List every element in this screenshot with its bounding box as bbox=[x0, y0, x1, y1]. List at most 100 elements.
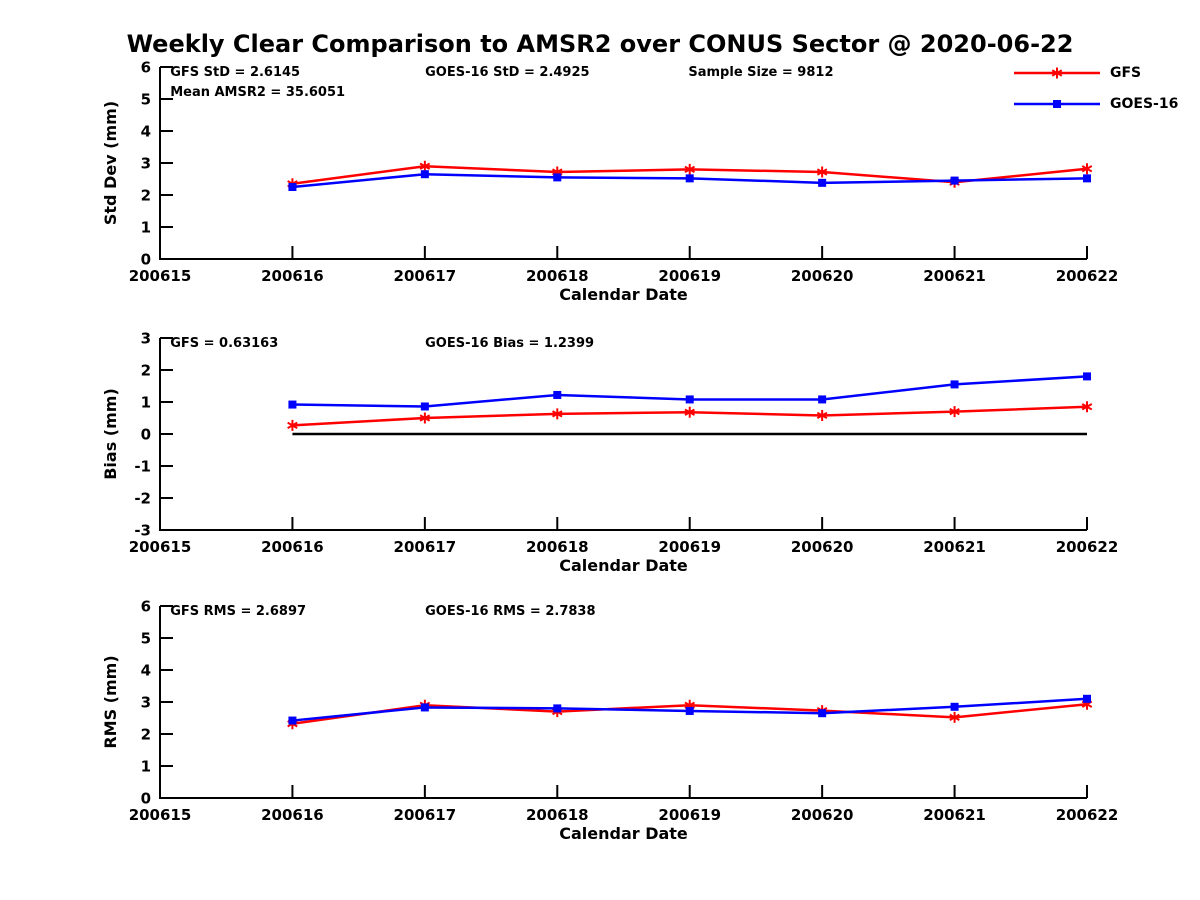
x-tick-label: 200620 bbox=[791, 806, 854, 824]
legend-marker-goes-16 bbox=[1053, 100, 1061, 108]
stat-annotation: Mean AMSR2 = 35.6051 bbox=[170, 85, 345, 100]
y-tick-label: 0 bbox=[141, 251, 151, 269]
y-tick-label: 2 bbox=[141, 187, 151, 205]
stat-annotation: GOES-16 StD = 2.4925 bbox=[425, 65, 589, 80]
stat-annotation: GOES-16 Bias = 1.2399 bbox=[425, 336, 594, 351]
legend-marker-gfs bbox=[1051, 67, 1063, 79]
legend-item-gfs: GFS bbox=[1012, 65, 1178, 81]
x-tick-label: 200621 bbox=[923, 267, 986, 285]
marker-goes-16 bbox=[553, 704, 562, 713]
chart-std-dev: 0 1 2 3 4 5 6 200615 200616 200617 200618 200619 200… bbox=[101, 59, 1119, 305]
stat-annotation: GFS RMS = 2.6897 bbox=[170, 604, 306, 619]
marker-gfs bbox=[419, 412, 431, 424]
legend-label-gfs: GFS bbox=[1110, 65, 1142, 81]
x-tick-label: 200617 bbox=[394, 538, 457, 556]
marker-goes-16 bbox=[1083, 372, 1091, 381]
stat-annotation: GOES-16 RMS = 2.7838 bbox=[425, 604, 595, 619]
y-tick-label: 1 bbox=[141, 394, 151, 412]
figure-title: Weekly Clear Comparison to AMSR2 over CO… bbox=[126, 30, 1074, 58]
x-tick-label: 200622 bbox=[1056, 538, 1119, 556]
y-tick-label: -1 bbox=[134, 458, 151, 476]
x-tick-label: 200619 bbox=[658, 538, 721, 556]
marker-gfs bbox=[684, 406, 695, 418]
marker-goes-16 bbox=[1083, 174, 1091, 183]
y-tick-label: 0 bbox=[141, 426, 151, 444]
marker-gfs bbox=[684, 163, 695, 175]
x-axis-label: Calendar Date bbox=[559, 556, 688, 575]
y-tick-label: 2 bbox=[141, 726, 151, 744]
legend-label-goes16: GOES-16 bbox=[1110, 96, 1179, 112]
y-axis-label: Bias (mm) bbox=[101, 388, 120, 480]
x-axis-label: Calendar Date bbox=[559, 285, 688, 304]
marker-gfs bbox=[419, 160, 431, 172]
marker-goes-16 bbox=[553, 173, 562, 182]
marker-gfs bbox=[1081, 163, 1093, 175]
marker-goes-16 bbox=[1083, 694, 1091, 703]
chart-rms: 0 1 2 3 4 5 6 200615 200616 200617 200618 200619 200… bbox=[101, 598, 1119, 844]
x-tick-label: 200618 bbox=[526, 267, 589, 285]
marker-goes-16 bbox=[950, 176, 959, 185]
legend: GFS GOES-16 bbox=[1012, 65, 1178, 127]
x-tick-label: 200620 bbox=[791, 267, 854, 285]
x-tick-label: 200619 bbox=[658, 806, 721, 824]
marker-goes-16 bbox=[288, 400, 297, 409]
y-tick-label: 1 bbox=[141, 219, 151, 237]
y-tick-label: 3 bbox=[141, 694, 151, 712]
y-tick-label: 4 bbox=[141, 662, 151, 680]
y-tick-label: 0 bbox=[141, 790, 151, 808]
marker-goes-16 bbox=[288, 716, 297, 725]
x-tick-label: 200621 bbox=[923, 538, 986, 556]
marker-gfs bbox=[949, 406, 960, 418]
x-tick-label: 200615 bbox=[129, 538, 192, 556]
y-tick-label: 3 bbox=[141, 155, 151, 173]
marker-goes-16 bbox=[818, 709, 827, 718]
marker-goes-16 bbox=[950, 380, 959, 389]
x-tick-label: 200618 bbox=[526, 806, 589, 824]
y-tick-label: -2 bbox=[134, 490, 151, 508]
y-tick-label: -3 bbox=[134, 522, 151, 540]
legend-line-sample-gfs bbox=[1014, 67, 1100, 79]
y-tick-label: 3 bbox=[141, 330, 151, 348]
y-tick-label: 6 bbox=[141, 598, 151, 616]
x-tick-label: 200615 bbox=[129, 806, 192, 824]
x-tick-label: 200622 bbox=[1056, 267, 1119, 285]
marker-goes-16 bbox=[685, 174, 694, 183]
marker-gfs bbox=[816, 166, 828, 178]
chart-bias: -3 -2 -1 0 1 2 3 200615 200616 200617 200618 200619… bbox=[101, 330, 1119, 576]
y-tick-label: 2 bbox=[141, 362, 151, 380]
marker-gfs bbox=[1081, 401, 1093, 413]
marker-gfs bbox=[552, 408, 563, 420]
stat-annotation: Sample Size = 9812 bbox=[688, 65, 833, 80]
stat-annotation: GFS = 0.63163 bbox=[170, 336, 278, 351]
marker-goes-16 bbox=[288, 183, 297, 191]
legend-line-sample-goes16 bbox=[1014, 100, 1100, 108]
y-axis-label: Std Dev (mm) bbox=[101, 101, 120, 225]
marker-goes-16 bbox=[685, 395, 694, 404]
y-axis-label: RMS (mm) bbox=[101, 655, 120, 748]
x-tick-label: 200616 bbox=[261, 538, 324, 556]
x-tick-label: 200619 bbox=[658, 267, 721, 285]
marker-gfs bbox=[949, 711, 960, 723]
x-tick-label: 200618 bbox=[526, 538, 589, 556]
x-tick-label: 200617 bbox=[394, 806, 457, 824]
stat-annotation: GFS StD = 2.6145 bbox=[170, 65, 300, 80]
y-tick-label: 5 bbox=[141, 630, 151, 648]
marker-goes-16 bbox=[818, 395, 827, 404]
x-tick-label: 200621 bbox=[923, 806, 986, 824]
x-tick-label: 200616 bbox=[261, 806, 324, 824]
marker-goes-16 bbox=[950, 702, 959, 711]
x-tick-label: 200622 bbox=[1056, 806, 1119, 824]
marker-goes-16 bbox=[818, 178, 827, 187]
marker-goes-16 bbox=[420, 170, 429, 179]
marker-goes-16 bbox=[553, 390, 562, 399]
x-tick-label: 200616 bbox=[261, 267, 324, 285]
axis-spines bbox=[159, 606, 1087, 799]
marker-goes-16 bbox=[420, 703, 429, 712]
marker-gfs bbox=[287, 419, 298, 431]
marker-goes-16 bbox=[420, 402, 429, 411]
x-tick-label: 200615 bbox=[129, 267, 192, 285]
marker-gfs bbox=[816, 409, 828, 421]
x-axis-label: Calendar Date bbox=[559, 824, 688, 843]
y-tick-label: 6 bbox=[141, 59, 151, 77]
